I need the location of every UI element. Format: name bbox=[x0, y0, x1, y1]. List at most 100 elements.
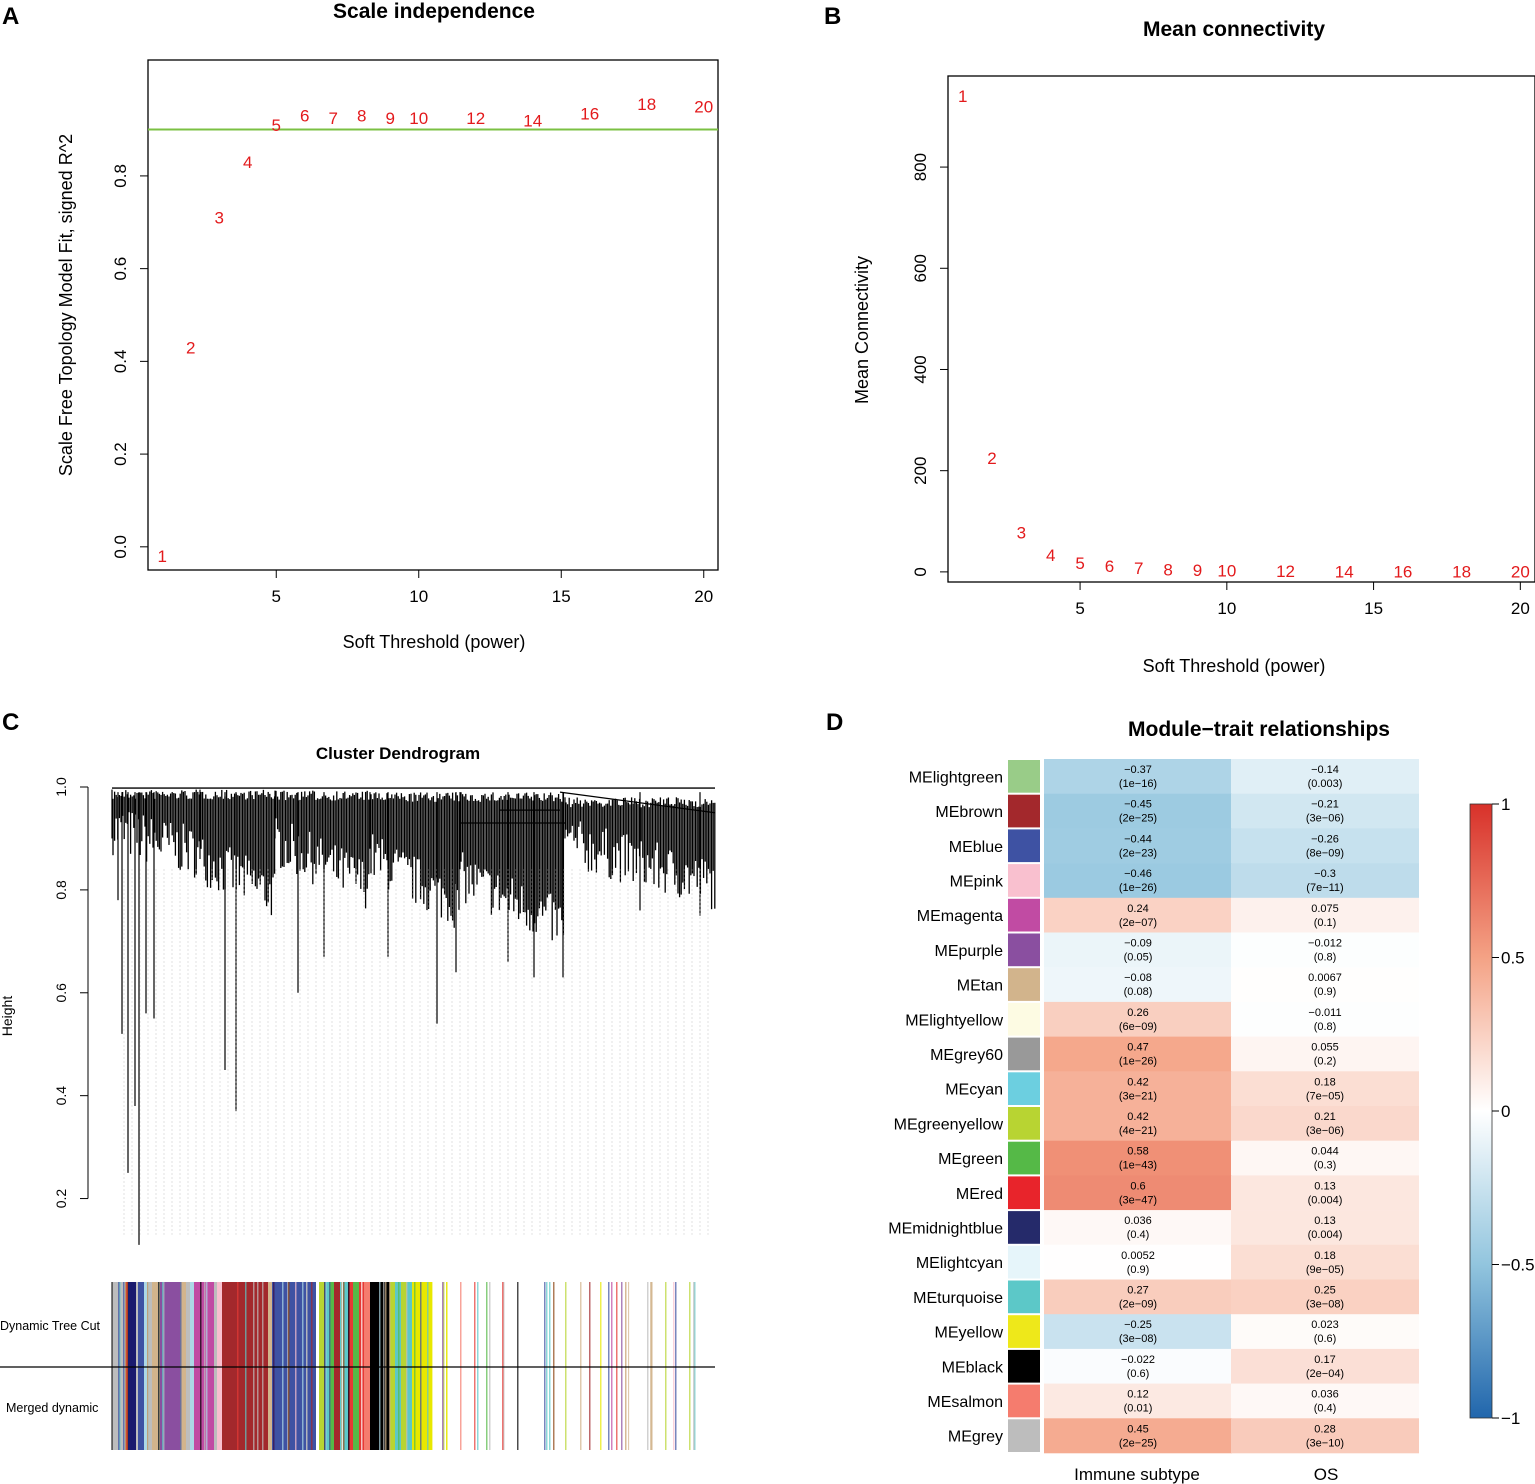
module-color-strip bbox=[412, 1282, 423, 1367]
module-color-swatch bbox=[1008, 1211, 1040, 1244]
module-color-swatch bbox=[1008, 829, 1040, 863]
module-color-strip bbox=[535, 1282, 537, 1367]
module-color-strip bbox=[616, 1367, 618, 1450]
module-color-strip bbox=[325, 1282, 327, 1367]
y-tick-label: 400 bbox=[911, 355, 930, 383]
cell-correlation: 0.023 bbox=[1311, 1319, 1339, 1331]
module-color-strip bbox=[152, 1367, 161, 1450]
cell-pvalue: (0.6) bbox=[1127, 1368, 1150, 1380]
point-label: 16 bbox=[1393, 562, 1412, 581]
point-label: 4 bbox=[243, 153, 252, 172]
module-color-strip bbox=[186, 1282, 191, 1367]
module-color-strip bbox=[379, 1282, 381, 1367]
module-color-strip bbox=[329, 1282, 335, 1367]
point-label: 10 bbox=[409, 109, 428, 128]
y-tick-label: 0.0 bbox=[111, 535, 130, 559]
module-color-strip bbox=[412, 1367, 423, 1450]
module-color-strip bbox=[119, 1367, 121, 1450]
y-tick-label: 1.0 bbox=[53, 777, 69, 797]
module-color-strip bbox=[693, 1367, 695, 1450]
heatmap-cell bbox=[1044, 793, 1232, 829]
cell-correlation: 0.45 bbox=[1127, 1423, 1148, 1435]
module-color-strip bbox=[257, 1367, 259, 1450]
cell-pvalue: (2e−04) bbox=[1306, 1368, 1344, 1380]
module-color-strip bbox=[383, 1282, 385, 1367]
module-color-strip bbox=[273, 1367, 275, 1450]
cell-correlation: −0.21 bbox=[1311, 799, 1339, 811]
module-color-strip bbox=[302, 1282, 304, 1367]
module-color-strip bbox=[546, 1367, 548, 1450]
module-color-strip bbox=[673, 1282, 675, 1367]
module-color-strip bbox=[420, 1282, 422, 1367]
row-label: MEbrown bbox=[935, 804, 1003, 821]
heatmap-cell bbox=[1044, 1140, 1232, 1176]
heatmap-cell bbox=[1044, 1314, 1232, 1350]
module-color-strip bbox=[237, 1282, 239, 1367]
module-color-strip bbox=[123, 1282, 125, 1367]
point-label: 1 bbox=[958, 87, 967, 106]
y-tick-label: 0.4 bbox=[53, 1086, 69, 1106]
module-color-strip bbox=[589, 1367, 591, 1450]
cell-correlation: 0.25 bbox=[1314, 1285, 1335, 1297]
module-color-strip bbox=[273, 1282, 275, 1367]
module-color-strip bbox=[414, 1282, 416, 1367]
cell-correlation: 0.42 bbox=[1127, 1111, 1148, 1123]
module-color-strip bbox=[163, 1282, 165, 1367]
module-trait-heatmap: Module−trait relationships MElightgreen −… bbox=[888, 718, 1534, 1484]
module-color-strip bbox=[489, 1282, 491, 1367]
color-bar-label-merged: Merged dynamic bbox=[6, 1401, 98, 1415]
point-label: 7 bbox=[1134, 559, 1143, 578]
cell-pvalue: (0.9) bbox=[1314, 986, 1337, 998]
point-label: 9 bbox=[386, 109, 395, 128]
module-color-strip bbox=[665, 1367, 667, 1450]
y-tick-label: 0.8 bbox=[111, 164, 130, 188]
row-label: MEcyan bbox=[945, 1082, 1003, 1099]
y-tick-label: 0.4 bbox=[111, 350, 130, 374]
heatmap-cell bbox=[1044, 828, 1232, 864]
row-label: MEmagenta bbox=[917, 908, 1003, 925]
module-color-strip bbox=[311, 1367, 313, 1450]
cell-correlation: −0.09 bbox=[1124, 938, 1152, 950]
module-color-strip bbox=[214, 1367, 218, 1450]
module-color-strip bbox=[625, 1367, 627, 1450]
cell-pvalue: (3e−47) bbox=[1119, 1194, 1157, 1206]
point-label: 7 bbox=[329, 109, 338, 128]
module-color-strip bbox=[126, 1367, 128, 1450]
module-color-strip bbox=[675, 1367, 677, 1450]
row-label: MElightcyan bbox=[916, 1255, 1003, 1272]
point-label: 6 bbox=[1105, 557, 1114, 576]
cell-correlation: 0.13 bbox=[1314, 1180, 1335, 1192]
chart-title: Mean connectivity bbox=[1143, 18, 1325, 41]
module-color-strip bbox=[502, 1367, 504, 1450]
heatmap-cell bbox=[1044, 1071, 1232, 1107]
module-color-strip bbox=[204, 1367, 206, 1450]
module-color-strip bbox=[295, 1367, 297, 1450]
module-color-strip bbox=[180, 1367, 187, 1450]
cell-correlation: 0.18 bbox=[1314, 1250, 1335, 1262]
x-tick-label: 20 bbox=[1511, 599, 1530, 618]
cell-correlation: 0.42 bbox=[1127, 1076, 1148, 1088]
module-color-strip bbox=[406, 1367, 408, 1450]
module-color-strip bbox=[694, 1367, 696, 1450]
module-color-strip bbox=[118, 1282, 120, 1367]
module-color-strip bbox=[474, 1367, 476, 1450]
module-color-swatch bbox=[1008, 864, 1040, 897]
module-color-strip bbox=[325, 1367, 327, 1450]
module-color-strip bbox=[306, 1367, 308, 1450]
heatmap-cell bbox=[1231, 1314, 1419, 1350]
heatmap-cell bbox=[1231, 863, 1419, 899]
module-color-strip bbox=[401, 1367, 408, 1450]
module-color-strip bbox=[364, 1282, 371, 1367]
module-color-strip bbox=[600, 1367, 602, 1450]
module-color-strip bbox=[131, 1282, 133, 1367]
heatmap-cell bbox=[1044, 1244, 1232, 1280]
module-color-strip bbox=[589, 1282, 591, 1367]
heatmap-cell bbox=[1044, 1210, 1232, 1246]
module-color-strip bbox=[316, 1367, 320, 1450]
cell-pvalue: (0.1) bbox=[1314, 917, 1337, 929]
module-color-swatch bbox=[1008, 898, 1040, 932]
module-color-strip bbox=[202, 1282, 215, 1367]
module-color-strip bbox=[628, 1282, 630, 1367]
